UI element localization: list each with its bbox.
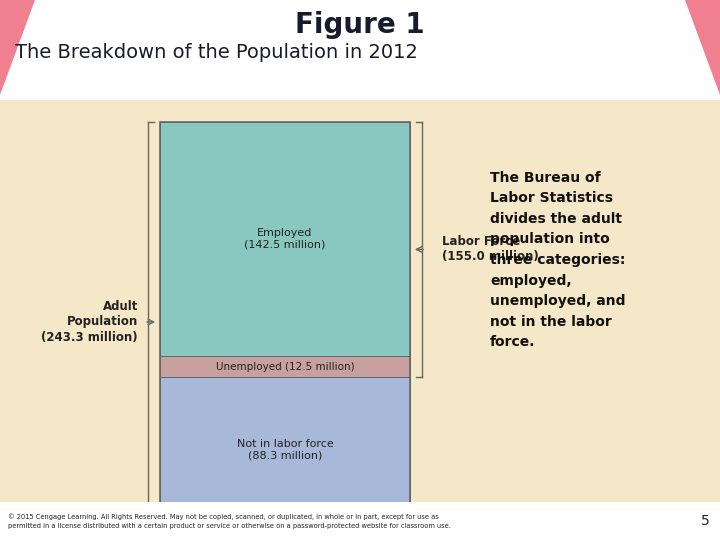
Polygon shape bbox=[685, 0, 720, 95]
Polygon shape bbox=[0, 0, 35, 95]
Bar bbox=[160, 122, 410, 522]
Bar bbox=[0, 0, 720, 100]
Text: © 2015 Cengage Learning. All Rights Reserved. May not be copied, scanned, or dup: © 2015 Cengage Learning. All Rights Rese… bbox=[8, 514, 451, 529]
Text: The Bureau of
Labor Statistics
divides the adult
population into
three categorie: The Bureau of Labor Statistics divides t… bbox=[490, 171, 626, 349]
Text: Source: Bureau of Labor Statistics.: Source: Bureau of Labor Statistics. bbox=[425, 503, 557, 512]
Bar bbox=[0, 502, 720, 540]
Text: Figure 1: Figure 1 bbox=[295, 11, 425, 39]
Text: The Breakdown of the Population in 2012: The Breakdown of the Population in 2012 bbox=[15, 43, 418, 62]
Text: 5: 5 bbox=[701, 514, 710, 528]
Bar bbox=[160, 377, 410, 522]
Text: Not in labor force
(88.3 million): Not in labor force (88.3 million) bbox=[237, 438, 333, 460]
Text: Adult
Population
(243.3 million): Adult Population (243.3 million) bbox=[41, 300, 138, 343]
Text: Unemployed (12.5 million): Unemployed (12.5 million) bbox=[216, 362, 354, 372]
Text: Labor Force
(155.0 million): Labor Force (155.0 million) bbox=[442, 235, 539, 264]
Bar bbox=[160, 356, 410, 377]
Bar bbox=[160, 122, 410, 356]
Text: Employed
(142.5 million): Employed (142.5 million) bbox=[244, 228, 325, 250]
